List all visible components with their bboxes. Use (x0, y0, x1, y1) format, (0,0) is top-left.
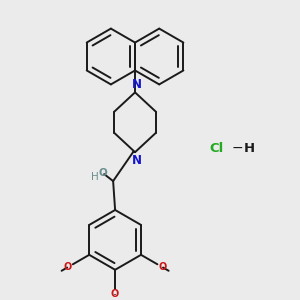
Text: O: O (64, 262, 72, 272)
Text: Cl: Cl (210, 142, 224, 155)
Text: H: H (244, 142, 255, 155)
Text: H: H (91, 172, 99, 182)
Text: O: O (99, 168, 107, 178)
Text: O: O (158, 262, 166, 272)
Text: −: − (232, 141, 243, 155)
Text: N: N (131, 154, 142, 167)
Text: N: N (131, 78, 142, 91)
Text: O: O (111, 289, 119, 299)
